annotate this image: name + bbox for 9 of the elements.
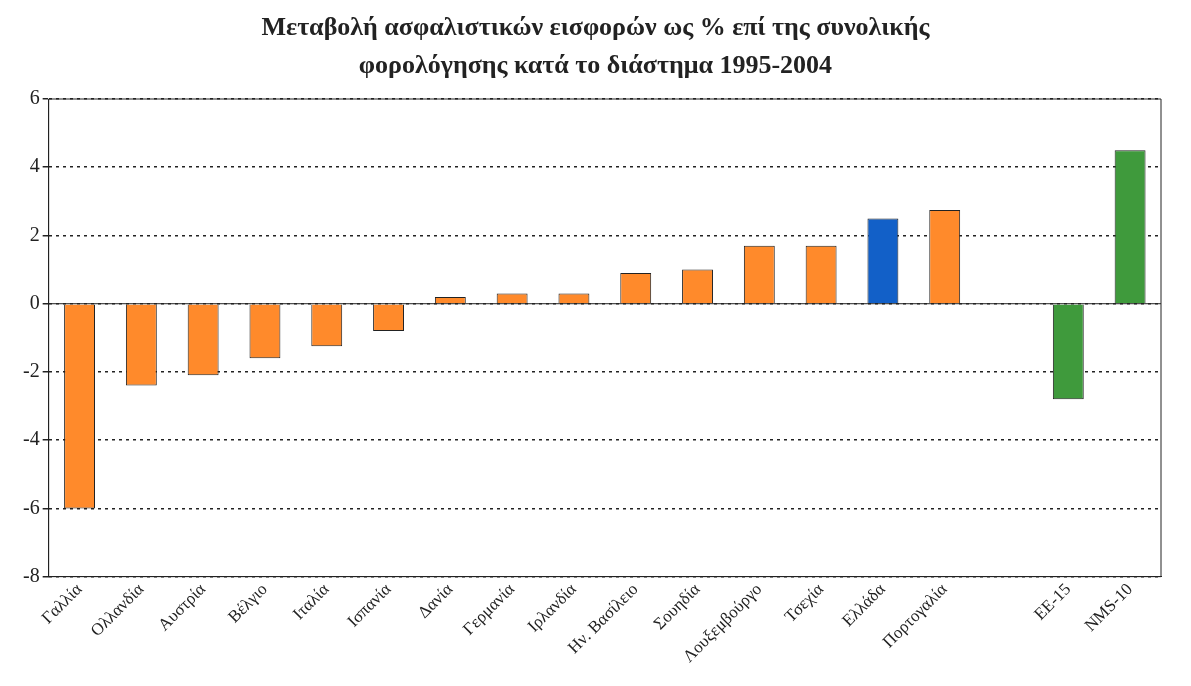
y-tick-label: -6 [22,495,40,518]
chart-title: Μεταβολή ασφαλιστικών εισφορών ως % επί της συνολικής φορολόγησης κατά το διάστημα 1995-2004 [260,11,931,81]
y-tick-label: 6 [29,86,40,109]
y-tick-label: 4 [29,154,40,177]
y-tick-label: -2 [22,359,40,382]
y-tick-label: -4 [22,427,40,450]
y-tick-label: 0 [29,290,40,313]
y-tick-label: -8 [22,563,40,586]
y-tick-label: 2 [29,222,40,245]
